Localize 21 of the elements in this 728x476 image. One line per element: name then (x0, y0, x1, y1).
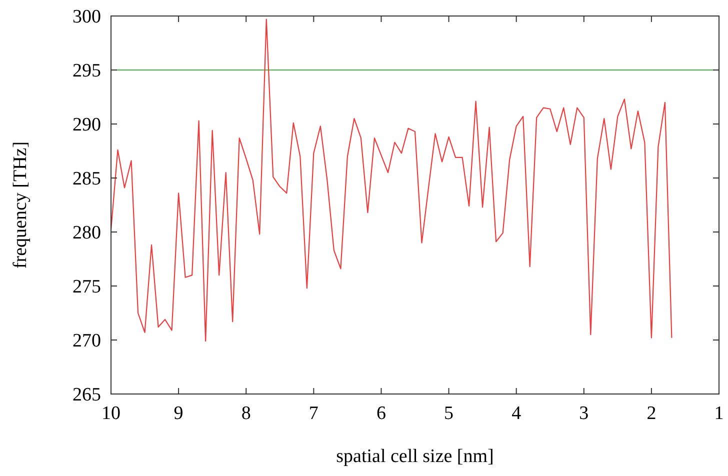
x-tick-label: 5 (444, 403, 454, 424)
x-tick-label: 6 (376, 403, 386, 424)
y-tick-label: 285 (72, 168, 101, 190)
x-tick-label: 8 (241, 403, 251, 424)
y-tick-label: 290 (72, 114, 101, 136)
y-tick-label: 300 (72, 6, 101, 28)
y-tick-label: 265 (72, 384, 101, 406)
y-tick-label: 270 (72, 330, 101, 352)
x-tick-label: 1 (714, 403, 724, 424)
x-tick-label: 4 (512, 403, 522, 424)
x-tick-label: 2 (646, 403, 656, 424)
y-tick-label: 295 (72, 60, 101, 82)
x-tick-label: 10 (102, 403, 120, 424)
y-tick-label: 280 (72, 222, 101, 244)
x-tick-label: 9 (174, 403, 184, 424)
x-tick-label: 7 (308, 403, 318, 424)
x-tick-label: 3 (579, 403, 589, 424)
y-tick-label: 275 (72, 276, 101, 298)
x-axis-title: spatial cell size [nm] (336, 446, 494, 467)
y-axis-title: frequency [THz] (10, 141, 31, 269)
line-series (110, 18, 672, 342)
